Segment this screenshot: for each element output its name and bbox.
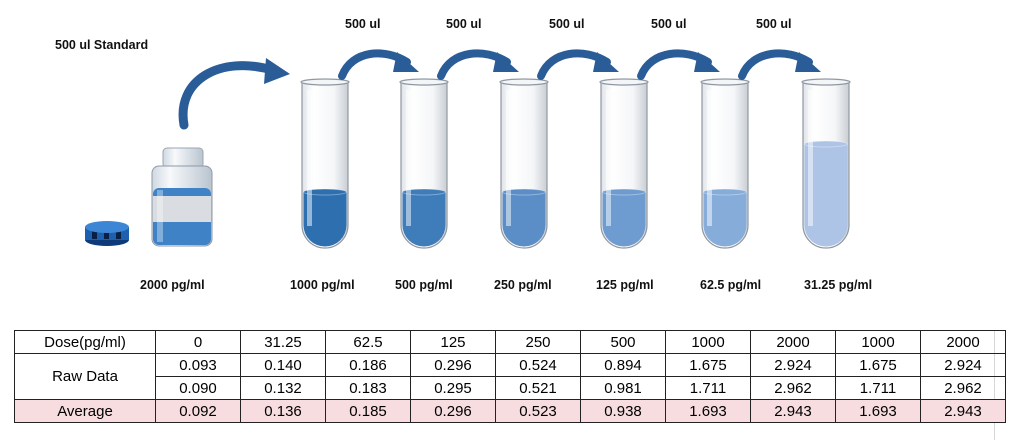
raw-cell: 1.711 (665, 376, 751, 400)
test-tube-icon (300, 78, 350, 249)
transfer-label: 500 ul (756, 17, 792, 31)
standard-label: 500 ul Standard (55, 38, 149, 52)
raw-cell: 2.962 (920, 376, 1006, 400)
transfer-arrow-icon (178, 58, 290, 130)
raw-cell: 0.524 (495, 353, 581, 377)
dose-cell: 31.25 (240, 330, 326, 354)
dose-cell: 2000 (750, 330, 836, 354)
raw-cell: 0.090 (155, 376, 241, 400)
raw-cell: 0.296 (410, 353, 496, 377)
dose-cell: 62.5 (325, 330, 411, 354)
average-cell: 0.185 (325, 399, 411, 423)
transfer-label: 500 ul (549, 17, 585, 31)
raw-cell: 0.521 (495, 376, 581, 400)
raw-cell: 0.140 (240, 353, 326, 377)
raw-cell: 2.962 (750, 376, 836, 400)
transfer-arrow-icon (437, 49, 519, 80)
raw-cell: 0.132 (240, 376, 326, 400)
test-tube-icon (700, 78, 750, 249)
tube-concentration-label: 250 pg/ml (494, 278, 552, 292)
raw-cell: 0.093 (155, 353, 241, 377)
raw-cell: 1.675 (665, 353, 751, 377)
stock-concentration-label: 2000 pg/ml (140, 278, 205, 292)
dose-response-table: Dose(pg/ml) 0 31.25 62.5 125 250 500 100… (14, 330, 1006, 423)
transfer-arrow-icon (637, 49, 720, 80)
tube-concentration-label: 62.5 pg/ml (700, 278, 762, 292)
dose-header: Dose(pg/ml) (14, 330, 156, 354)
dose-cell: 500 (580, 330, 666, 354)
dose-cell: 1000 (835, 330, 921, 354)
dose-cell: 125 (410, 330, 496, 354)
tube-concentration-label: 500 pg/ml (395, 278, 453, 292)
test-tube-icon (499, 78, 549, 249)
dose-cell: 0 (155, 330, 241, 354)
test-tube-icon (599, 78, 649, 249)
raw-data-header: Raw Data (14, 353, 156, 400)
tube-concentration-label: 31.25 pg/ml (804, 278, 873, 292)
raw-cell: 2.924 (750, 353, 836, 377)
average-cell: 1.693 (835, 399, 921, 423)
raw-cell: 2.924 (920, 353, 1006, 377)
average-cell: 0.296 (410, 399, 496, 423)
raw-cell: 0.295 (410, 376, 496, 400)
stock-vial-icon (151, 147, 213, 247)
tube-concentration-label: 125 pg/ml (596, 278, 654, 292)
average-cell: 0.938 (580, 399, 666, 423)
transfer-label: 500 ul (446, 17, 482, 31)
average-cell: 2.943 (920, 399, 1006, 423)
raw-cell: 0.186 (325, 353, 411, 377)
dose-row: Dose(pg/ml) 0 31.25 62.5 125 250 500 100… (14, 330, 1006, 354)
transfer-label: 500 ul (651, 17, 687, 31)
raw-cell: 1.675 (835, 353, 921, 377)
average-row: Average 0.092 0.136 0.185 0.296 0.523 0.… (14, 399, 1006, 423)
dose-cell: 2000 (920, 330, 1006, 354)
test-tube-icon (801, 78, 851, 249)
transfer-arrow-icon (738, 49, 821, 80)
dose-cell: 250 (495, 330, 581, 354)
raw-data-row: Raw Data 0.093 0.140 0.186 0.296 0.524 0… (14, 353, 1006, 400)
dose-cell: 1000 (665, 330, 751, 354)
raw-cell: 0.981 (580, 376, 666, 400)
average-header: Average (14, 399, 156, 423)
transfer-arrow-icon (537, 49, 619, 80)
vial-cap-icon (85, 221, 129, 246)
average-cell: 1.693 (665, 399, 751, 423)
serial-dilution-diagram (85, 49, 851, 249)
transfer-arrow-icon (338, 49, 419, 80)
raw-cell: 0.894 (580, 353, 666, 377)
average-cell: 2.943 (750, 399, 836, 423)
raw-cell: 0.183 (325, 376, 411, 400)
tube-concentration-label: 1000 pg/ml (290, 278, 355, 292)
test-tube-icon (399, 78, 449, 249)
average-cell: 0.136 (240, 399, 326, 423)
transfer-label: 500 ul (345, 17, 381, 31)
average-cell: 0.092 (155, 399, 241, 423)
average-cell: 0.523 (495, 399, 581, 423)
raw-cell: 1.711 (835, 376, 921, 400)
raw-data-row: 0.090 0.132 0.183 0.295 0.521 0.981 1.71… (15, 376, 1006, 400)
